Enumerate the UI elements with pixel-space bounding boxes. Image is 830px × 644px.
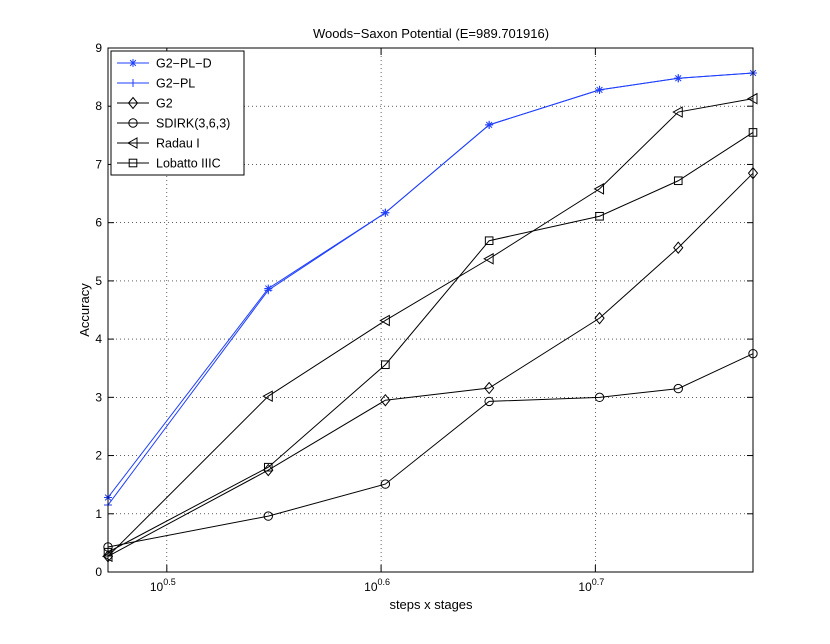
- y-tick-label: 0: [95, 565, 102, 579]
- legend-label: G2−PL: [156, 77, 195, 91]
- data-point: [593, 183, 605, 195]
- x-tick-label: 100.5: [150, 577, 176, 594]
- data-point: [380, 479, 391, 489]
- plot-frame: [107, 47, 754, 573]
- legend-label: Radau I: [156, 137, 200, 151]
- legend-item: Radau I: [117, 137, 200, 151]
- data-point: [264, 284, 273, 293]
- legend-marker: [129, 79, 137, 87]
- data-point: [379, 314, 390, 327]
- legend-marker: [128, 158, 138, 168]
- data-point: [672, 106, 683, 118]
- x-tick-exponent: 0.6: [378, 577, 391, 587]
- data-point: [263, 462, 273, 472]
- data-point: [262, 390, 273, 403]
- series-line: [107, 98, 754, 557]
- x-tick-label: 100.7: [578, 577, 604, 594]
- legend-label: G2: [156, 97, 173, 111]
- legend-label: G2−PL−D: [156, 57, 212, 71]
- x-axis-label: steps x stages: [389, 597, 473, 612]
- data-point: [381, 208, 390, 217]
- series-line: [107, 353, 754, 548]
- data-point: [673, 383, 683, 394]
- legend-item: Lobatto IIIC: [117, 157, 221, 171]
- data-point: [485, 120, 494, 129]
- data-point: [673, 241, 684, 254]
- legend-box: [110, 50, 245, 176]
- legend-label: Lobatto IIIC: [156, 157, 221, 171]
- series-line: [107, 172, 754, 557]
- x-tick-exponent: 0.5: [163, 577, 176, 587]
- data-point: [594, 311, 605, 325]
- legend-marker: [129, 59, 137, 67]
- legend-item: G2−PL: [117, 77, 195, 91]
- y-tick-label: 9: [95, 41, 102, 55]
- data-point: [673, 176, 683, 186]
- data-point: [380, 393, 391, 407]
- legend: G2−PL−D G2−PL G2 SDIRK(3,6,3) Radau I Lobatto…: [110, 50, 245, 176]
- y-tick-label: 1: [95, 507, 102, 521]
- data-point: [381, 360, 390, 370]
- y-axis-label: Accuracy: [77, 283, 92, 337]
- y-tick-label: 7: [95, 157, 102, 171]
- chart-title: Woods−Saxon Potential (E=989.701916): [313, 26, 549, 41]
- data-point: [483, 252, 494, 265]
- data-point: [484, 381, 495, 395]
- x-tick-base: 10: [150, 580, 164, 594]
- series-g2: [102, 166, 759, 563]
- data-point: [674, 74, 683, 83]
- legend-marker: [128, 118, 138, 128]
- x-tick-base: 10: [578, 580, 592, 594]
- y-tick-label: 5: [95, 274, 102, 288]
- legend-marker: [127, 96, 139, 110]
- y-tick-label: 2: [95, 449, 102, 463]
- legend-marker: [126, 137, 138, 149]
- series-line: [107, 132, 754, 553]
- legend-item: G2−PL−D: [117, 57, 212, 71]
- x-tick-exponent: 0.7: [592, 577, 605, 587]
- y-tick-label: 8: [95, 99, 102, 113]
- legend-item: SDIRK(3,6,3): [117, 117, 230, 131]
- y-tick-label: 3: [95, 390, 102, 404]
- x-tick-label: 100.6: [364, 577, 390, 594]
- data-point: [484, 396, 494, 407]
- data-point: [263, 511, 273, 521]
- data-point: [484, 236, 494, 246]
- data-point: [594, 392, 605, 403]
- y-tick-label: 6: [95, 216, 102, 230]
- y-tick-label: 4: [95, 332, 102, 346]
- series-layer: [101, 69, 759, 563]
- data-point: [595, 211, 604, 221]
- x-tick-base: 10: [364, 580, 378, 594]
- data-point: [595, 85, 604, 94]
- legend-item: G2: [117, 97, 173, 111]
- data-point: [263, 463, 274, 477]
- legend-label: SDIRK(3,6,3): [156, 117, 230, 131]
